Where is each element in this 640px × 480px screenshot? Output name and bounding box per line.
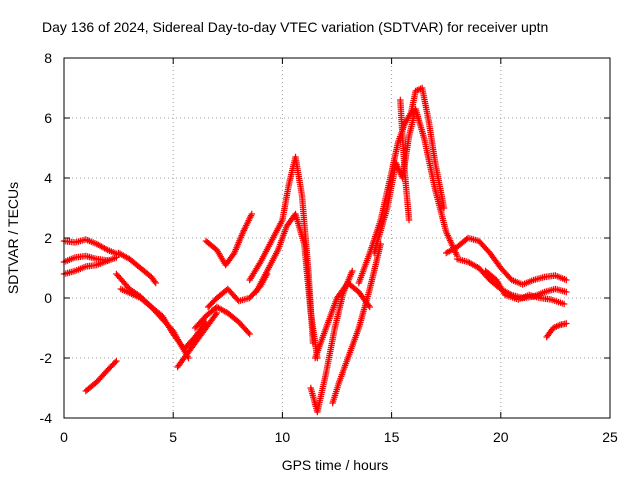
x-tick-labels: 0 5 10 15 20 25 <box>60 429 618 445</box>
series-arc-9 <box>191 303 253 338</box>
series-arc-16 <box>329 240 384 407</box>
data-point <box>563 288 570 296</box>
y-tick-labels: -4 -2 0 2 4 6 8 <box>40 50 53 426</box>
series-arc-11 <box>202 210 256 269</box>
data-point <box>349 267 356 275</box>
x-tick-label: 0 <box>60 429 68 445</box>
series-arc-22 <box>482 267 568 308</box>
plot-frame <box>63 57 611 419</box>
series-arc-7 <box>117 285 210 353</box>
y-tick-label: 6 <box>44 110 52 126</box>
series-arc-10 <box>204 270 271 311</box>
y-axis-label: SDTVAR / TECUs <box>5 182 21 294</box>
x-tick-label: 15 <box>384 429 400 445</box>
series-arc-23 <box>543 320 570 341</box>
data-point <box>212 311 219 318</box>
x-tick-label: 20 <box>493 429 509 445</box>
data-point <box>563 320 570 327</box>
grid-lines <box>63 57 611 419</box>
y-tick-label: 2 <box>44 230 52 246</box>
series-arc-14 <box>307 267 356 416</box>
data-point <box>440 204 448 212</box>
data-point <box>563 276 570 284</box>
series-arc-20 <box>443 234 570 288</box>
data-markers <box>60 84 570 416</box>
y-tick-label: -2 <box>40 350 53 366</box>
series-arc-19 <box>397 96 413 224</box>
y-tick-label: 8 <box>44 50 52 66</box>
x-tick-label: 5 <box>169 429 177 445</box>
data-point <box>246 330 253 338</box>
data-point <box>230 251 237 258</box>
data-point <box>248 210 256 218</box>
data-point <box>405 216 413 224</box>
series-arc-5 <box>115 249 159 287</box>
series-arc-18 <box>370 105 461 260</box>
y-tick-label: -4 <box>40 410 53 426</box>
y-tick-label: 0 <box>44 290 52 306</box>
data-point <box>152 279 159 287</box>
x-axis-label: GPS time / hours <box>282 457 389 473</box>
x-tick-label: 25 <box>602 429 618 445</box>
series-arc-13 <box>252 210 321 362</box>
data-point <box>111 359 119 366</box>
data-point <box>245 329 252 336</box>
data-point <box>151 278 158 285</box>
data-point <box>213 309 221 317</box>
data-point <box>560 300 568 308</box>
chart-title: Day 136 of 2024, Sidereal Day-to-day VTE… <box>42 19 548 35</box>
data-point <box>113 357 120 365</box>
x-tick-label: 10 <box>275 429 291 445</box>
y-tick-label: 4 <box>44 170 52 186</box>
data-point <box>113 254 120 261</box>
series-arc-4 <box>82 357 120 395</box>
series-arc-8 <box>174 309 221 371</box>
